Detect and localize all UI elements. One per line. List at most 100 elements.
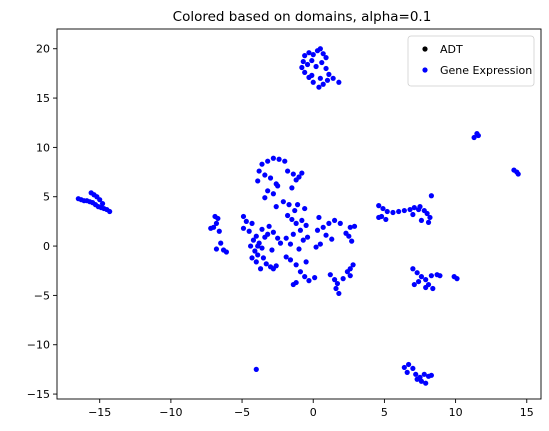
data-point xyxy=(313,63,319,70)
chart-title: Colored based on domains, alpha=0.1 xyxy=(173,9,432,25)
data-point xyxy=(383,216,389,223)
data-point xyxy=(428,273,434,279)
data-point xyxy=(240,213,247,220)
legend-label-gene-expression: Gene Expression xyxy=(440,64,532,77)
data-point xyxy=(320,81,326,87)
data-point xyxy=(306,278,312,284)
y-tick-label: 0 xyxy=(43,240,50,253)
data-point xyxy=(314,227,321,233)
data-point xyxy=(249,255,255,261)
data-point xyxy=(413,371,419,377)
data-point xyxy=(425,219,432,225)
data-point xyxy=(410,211,416,218)
legend-marker-gene-expression xyxy=(422,67,428,73)
data-point xyxy=(423,284,429,291)
data-point xyxy=(302,69,308,76)
data-point xyxy=(331,277,338,283)
data-point xyxy=(418,378,425,384)
data-point xyxy=(475,132,481,139)
x-tick-label: −10 xyxy=(159,406,182,419)
data-point xyxy=(346,233,352,239)
data-point xyxy=(299,64,305,71)
data-point xyxy=(317,241,323,247)
data-point xyxy=(515,171,521,177)
data-point xyxy=(293,177,299,183)
data-point xyxy=(213,246,220,252)
data-point xyxy=(351,223,358,229)
data-point xyxy=(246,228,252,234)
data-point xyxy=(428,193,434,199)
data-point xyxy=(310,79,316,85)
data-point xyxy=(216,228,222,234)
data-point xyxy=(376,203,382,209)
data-point xyxy=(324,77,331,83)
data-point xyxy=(331,217,338,224)
data-point xyxy=(248,243,254,249)
data-point xyxy=(259,161,265,167)
data-point xyxy=(418,217,425,224)
data-point xyxy=(337,220,343,226)
data-point xyxy=(404,369,410,375)
data-point xyxy=(273,263,279,269)
data-point xyxy=(309,72,315,78)
data-point xyxy=(300,58,306,65)
data-point xyxy=(262,172,268,178)
data-point xyxy=(313,244,319,250)
data-point xyxy=(259,245,265,251)
y-tick-label: 10 xyxy=(36,141,50,154)
data-point xyxy=(401,207,407,214)
x-tick-label: 5 xyxy=(381,406,388,419)
data-point xyxy=(265,231,271,237)
data-point xyxy=(421,371,427,377)
data-point xyxy=(212,213,218,220)
data-point xyxy=(340,276,346,282)
data-point xyxy=(290,231,296,237)
data-point xyxy=(99,201,106,207)
data-point xyxy=(306,50,312,56)
data-point xyxy=(280,199,286,205)
data-point xyxy=(323,55,329,61)
data-point xyxy=(336,79,342,85)
data-point xyxy=(97,197,103,203)
data-point xyxy=(319,59,325,66)
data-point xyxy=(213,220,220,226)
data-point xyxy=(256,168,262,174)
data-point xyxy=(401,364,407,371)
data-point xyxy=(347,273,353,279)
data-point xyxy=(437,273,443,279)
data-point xyxy=(320,51,326,57)
data-point xyxy=(428,372,434,378)
data-point xyxy=(326,71,332,77)
data-point xyxy=(430,285,436,292)
data-point xyxy=(454,276,460,282)
data-point xyxy=(218,240,224,246)
y-tick-label: −10 xyxy=(27,339,50,352)
y-tick-label: 15 xyxy=(36,92,50,105)
data-point xyxy=(269,247,275,253)
data-point xyxy=(411,281,417,288)
data-point xyxy=(292,207,298,214)
data-point xyxy=(327,272,333,278)
data-point xyxy=(285,212,291,219)
data-point xyxy=(414,270,420,276)
data-point xyxy=(253,259,259,265)
data-point xyxy=(294,202,301,208)
data-point xyxy=(326,220,332,226)
data-point xyxy=(285,168,291,174)
y-tick-label: −5 xyxy=(34,289,50,302)
data-point xyxy=(249,220,255,226)
data-point xyxy=(253,233,259,239)
data-point xyxy=(406,361,412,368)
data-point xyxy=(265,158,271,164)
data-point xyxy=(299,170,305,176)
data-point xyxy=(347,266,353,272)
data-point xyxy=(243,218,249,224)
x-tick-label: 15 xyxy=(520,406,534,419)
data-point xyxy=(263,261,269,267)
data-point xyxy=(310,52,316,58)
data-point xyxy=(303,259,309,265)
legend: ADT Gene Expression xyxy=(407,35,535,87)
data-point xyxy=(384,208,390,215)
data-point xyxy=(396,208,402,215)
